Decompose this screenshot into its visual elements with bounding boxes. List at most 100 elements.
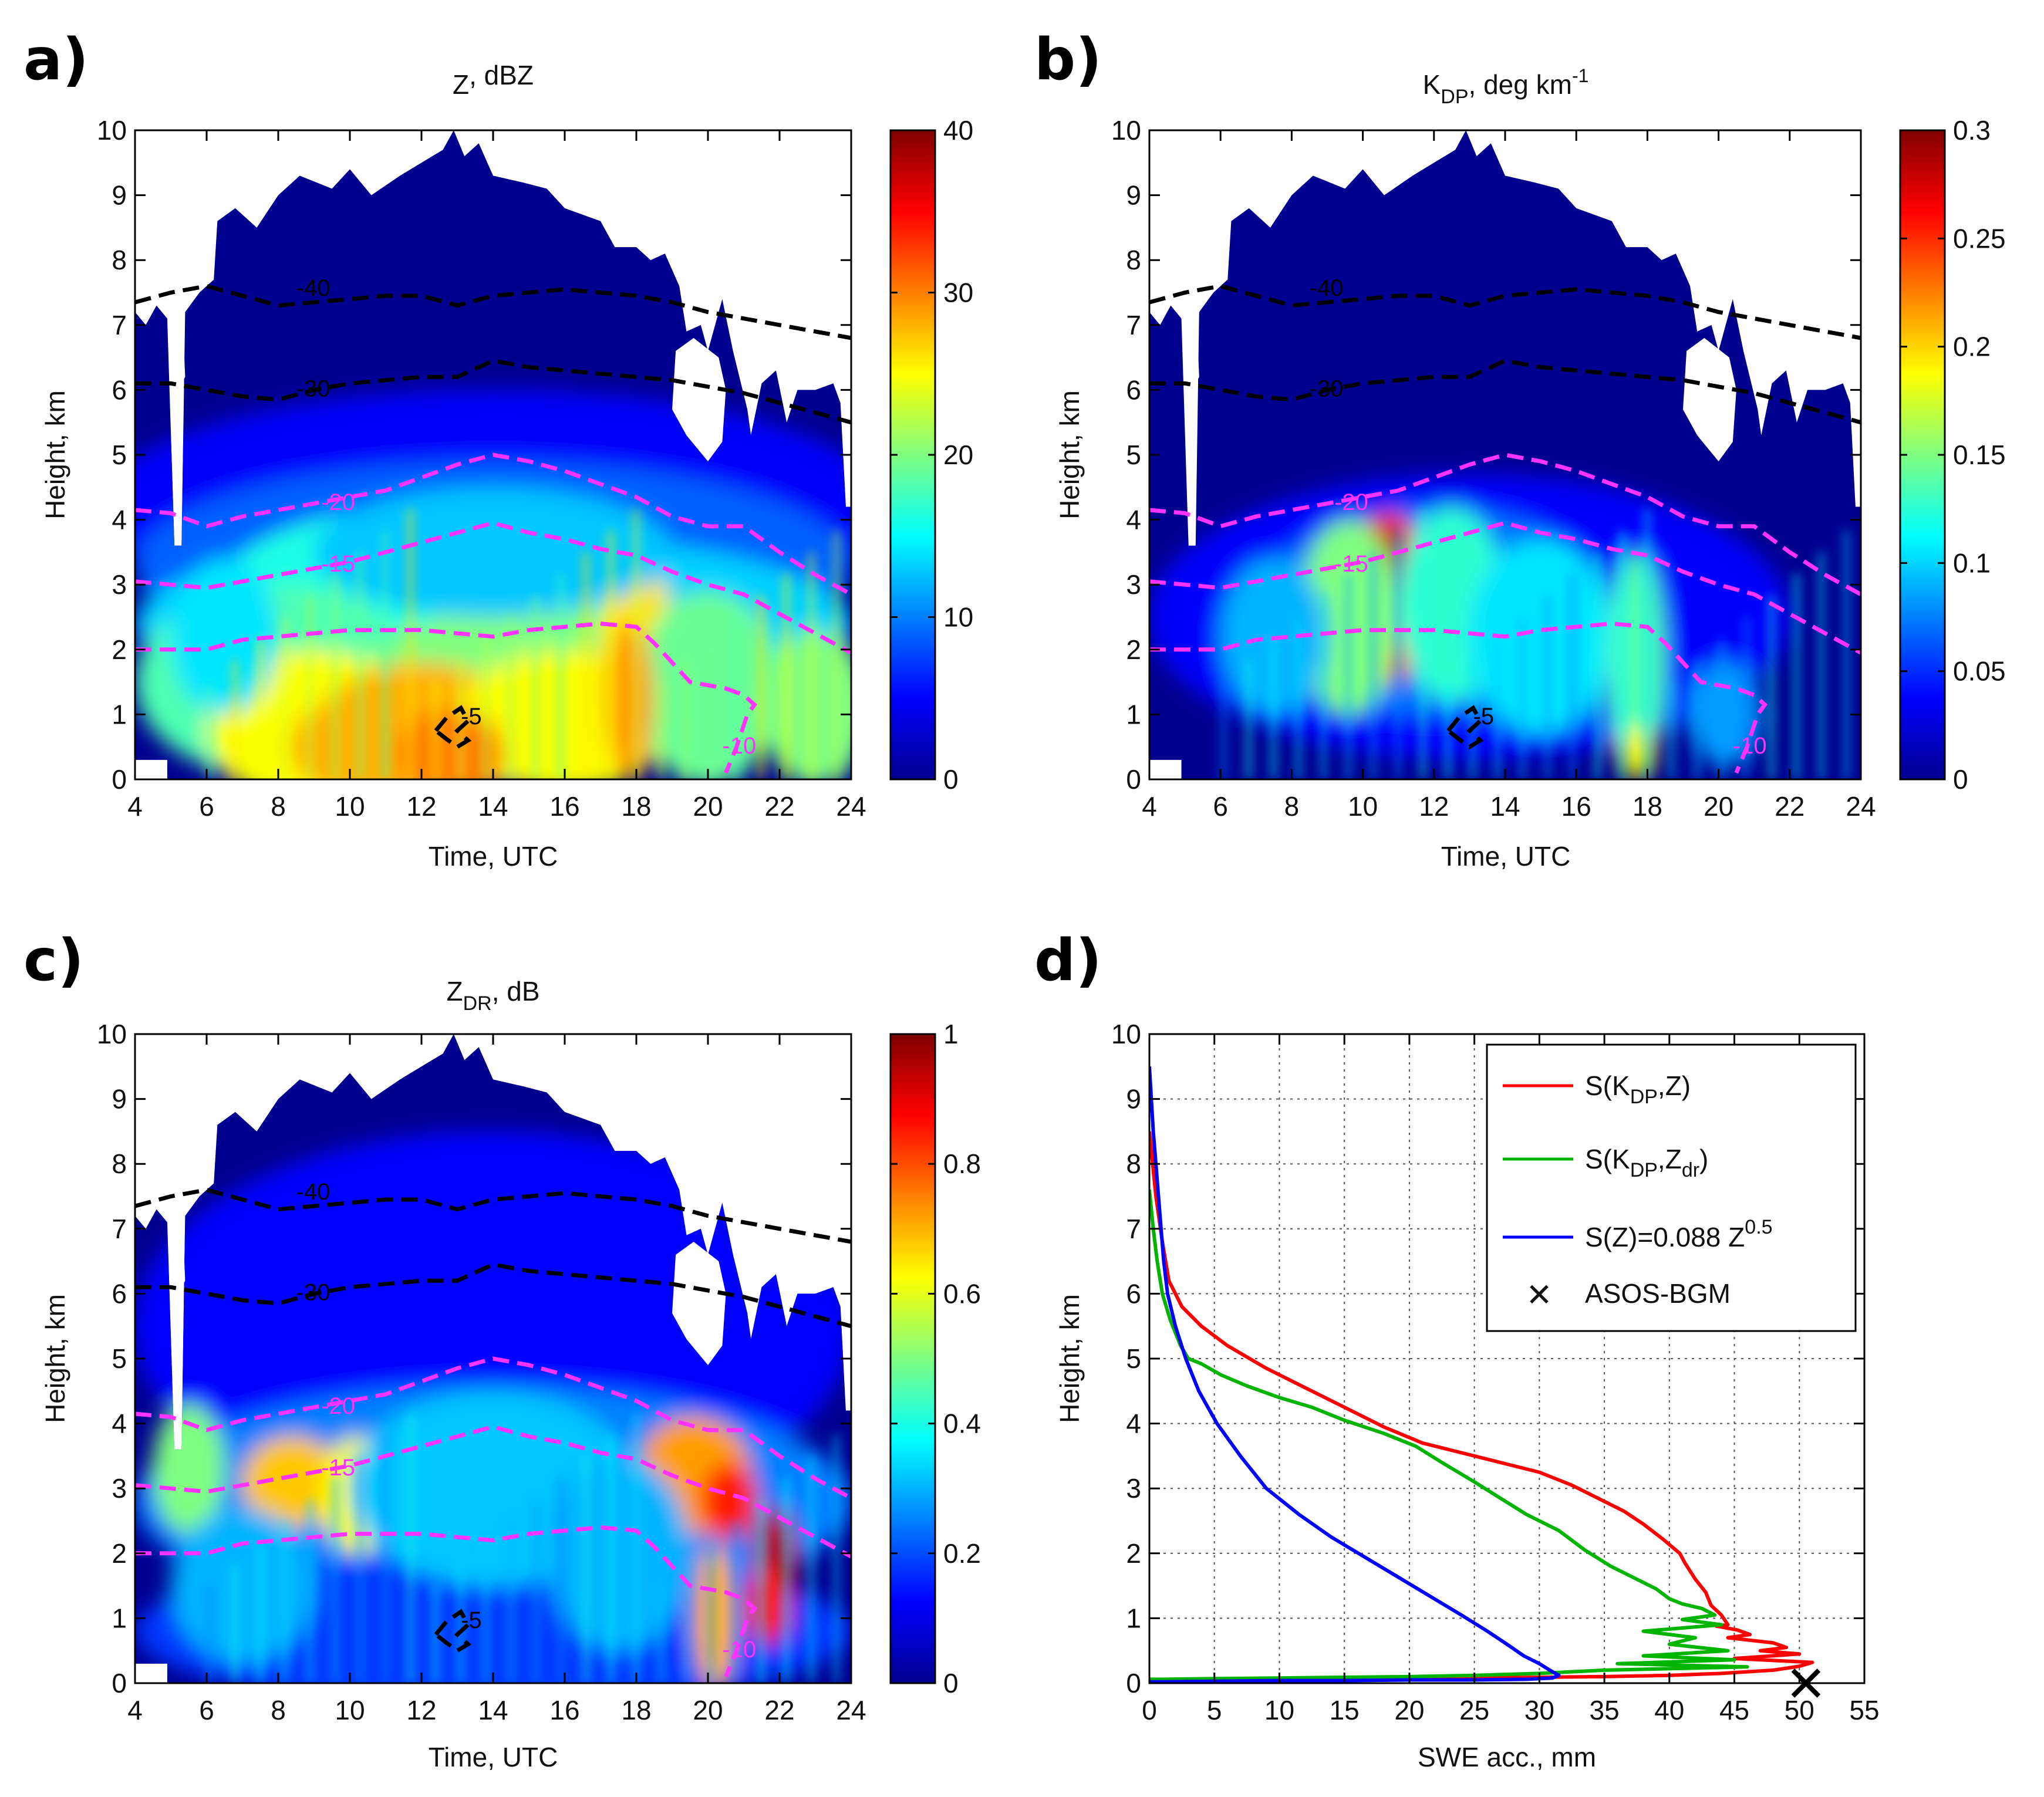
x-tick-label: 10 <box>1264 1695 1294 1725</box>
isotherm-label: -30 <box>296 376 330 401</box>
x-tick-label: 12 <box>406 1695 436 1725</box>
x-tick-label: 16 <box>549 1695 579 1725</box>
colorbar-tick-label: 0.2 <box>943 1538 981 1569</box>
x-tick-label: 18 <box>621 1695 651 1725</box>
colorbar-tick-label: 0 <box>943 1668 959 1698</box>
echo-streak <box>1519 617 1526 779</box>
x-tick-label: 55 <box>1849 1695 1879 1725</box>
series-line-1 <box>1149 1131 1814 1683</box>
isotherm-label: -5 <box>461 704 482 729</box>
echo-gap <box>1186 292 1199 390</box>
isotherm-label: -20 <box>321 1393 355 1419</box>
echo-streak <box>332 1477 339 1683</box>
panel-b-xlabel: Time, UTC <box>1441 841 1571 872</box>
panel-b-colorbar-ticks: 0 0.05 0.1 0.15 0.2 0.25 0.3 <box>1900 115 2006 795</box>
isotherm-label: -15 <box>321 1455 355 1481</box>
y-tick-label: 3 <box>1126 1473 1141 1504</box>
isotherm-label: -40 <box>1310 275 1344 301</box>
echo-streak <box>683 660 690 779</box>
panel-a-plot-area: -40 -30 -20 -15 -10 -5 <box>135 130 851 779</box>
echo-streak <box>1718 639 1725 779</box>
isotherm-label: -5 <box>461 1607 482 1633</box>
echo-gap <box>672 337 726 462</box>
echo-streak <box>1295 617 1302 779</box>
y-tick-label: 4 <box>112 1408 127 1439</box>
panel-b-plot-area: -40 -30 -20 -15 -10 -5 <box>1149 130 1861 779</box>
isotherm-minus30 <box>1149 358 1861 425</box>
y-tick-label: 3 <box>112 569 127 600</box>
panel-b-title: KDP, deg km-1 <box>1423 65 1589 108</box>
x-tick-label: 14 <box>478 791 508 822</box>
isotherm-minus5 <box>1445 705 1484 749</box>
series-line-2 <box>1149 1190 1749 1681</box>
echo-streak <box>1345 573 1352 779</box>
panel-b-isotherms: -40 -30 -20 -15 -10 -5 <box>1149 275 1861 774</box>
echo-streak <box>657 682 665 779</box>
panel-b: b) KDP, deg km-1 -40-30-20-15-10-5 4 6 8 10… <box>1034 26 2006 872</box>
y-tick-label: 4 <box>1126 505 1141 535</box>
x-tick-label: 6 <box>199 1695 214 1725</box>
panel-c-title: ZDR, dB <box>446 976 539 1015</box>
echo-streak <box>557 573 564 779</box>
y-tick-label: 6 <box>112 374 127 405</box>
echo-streak <box>532 595 539 779</box>
panel-c-y-ticks: 0 1 2 3 4 5 6 7 8 9 10 <box>97 1019 851 1698</box>
colorbar-tick-label: 0.05 <box>1953 656 2006 687</box>
panel-a-xlabel: Time, UTC <box>429 841 558 872</box>
echo-streak <box>207 682 213 779</box>
colorbar-tick-label: 0.4 <box>943 1408 981 1439</box>
isotherm-label: -10 <box>722 733 756 759</box>
y-tick-label: 2 <box>112 1538 127 1569</box>
isotherm-label: -5 <box>1473 704 1494 729</box>
echo-gap <box>672 1241 726 1366</box>
x-tick-label: 4 <box>127 1695 143 1725</box>
echo-streak <box>1270 639 1277 779</box>
echo-intensity <box>135 1131 851 1683</box>
x-tick-label: 12 <box>1419 791 1449 822</box>
echo-streak <box>1743 617 1750 779</box>
y-tick-label: 8 <box>1126 1149 1141 1179</box>
isotherm-label: -15 <box>321 551 355 577</box>
colorbar-tick-label: 0 <box>1953 764 1968 795</box>
y-tick-label: 1 <box>1126 1603 1141 1633</box>
y-tick-label: 7 <box>1126 1214 1141 1244</box>
echo-streak <box>1818 552 1825 779</box>
echo-gap <box>135 1663 167 1683</box>
isotherm-label: -20 <box>1334 489 1368 515</box>
colorbar-tick-label: 0 <box>943 764 959 795</box>
isotherm-minus30 <box>135 1262 851 1329</box>
echo-streak <box>457 660 464 779</box>
colorbar-tick-label: 30 <box>943 278 973 308</box>
echo-streak <box>683 1564 690 1683</box>
y-tick-label: 1 <box>112 699 127 729</box>
y-tick-label: 8 <box>1126 245 1141 275</box>
y-tick-label: 9 <box>1126 180 1141 211</box>
legend-label-kdp-zdr: S(KDP,Zdr) <box>1585 1144 1708 1181</box>
legend-label-sz: S(Z)=0.088 Z0.5 <box>1585 1216 1773 1252</box>
x-tick-label: 20 <box>1704 791 1733 822</box>
x-tick-label: 10 <box>1348 791 1378 822</box>
isotherm-minus40 <box>135 283 851 340</box>
echo-streak <box>833 531 840 779</box>
legend-box <box>1486 1043 1857 1332</box>
echo-streak <box>231 660 238 779</box>
x-tick-label: 4 <box>1142 791 1157 822</box>
panel-a-title: Z, dBZ <box>453 60 534 100</box>
echo-streak <box>282 1521 289 1683</box>
panel-a-isotherms: -40 -30 -20 -15 -10 -5 <box>135 275 851 774</box>
colorbar-tick-label: 10 <box>943 602 973 633</box>
colorbar-tick-label: 0.1 <box>1953 548 1991 578</box>
echo-gap <box>1149 759 1182 779</box>
colorbar-tick-label: 0.6 <box>943 1278 981 1309</box>
echo-streak <box>507 617 514 779</box>
panel-a-ylabel: Height, km <box>40 390 70 519</box>
x-tick-label: 40 <box>1654 1695 1684 1725</box>
isotherm-minus10 <box>135 621 757 774</box>
echo-streak <box>1768 595 1775 779</box>
x-tick-label: 45 <box>1719 1695 1749 1725</box>
colorbar-tick-label: 0.2 <box>1953 332 1991 362</box>
echo-streak <box>608 1434 615 1683</box>
echo-streak <box>1320 595 1327 779</box>
y-tick-label: 3 <box>112 1473 127 1504</box>
echo-streak <box>1694 660 1701 779</box>
